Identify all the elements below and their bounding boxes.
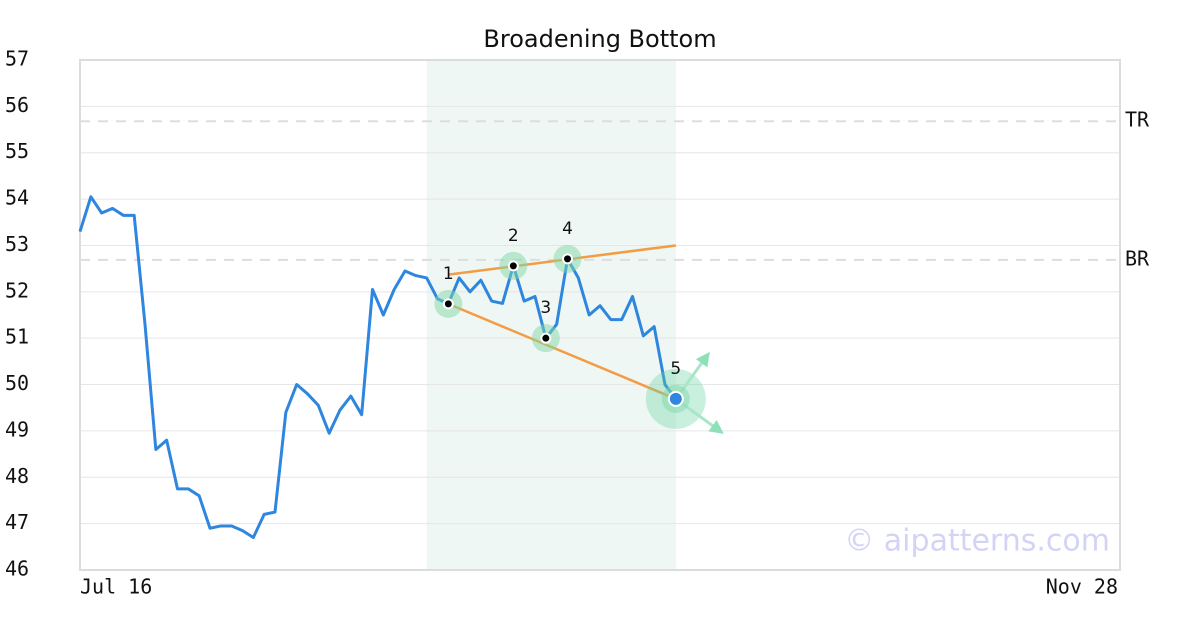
- y-tick-label: 53: [5, 232, 29, 256]
- y-tick-label: 55: [5, 139, 29, 163]
- point-label: 4: [562, 219, 573, 239]
- watermark: © aipatterns.com: [844, 524, 1110, 559]
- y-tick-label: 52: [5, 278, 29, 302]
- point-label: 3: [540, 298, 551, 318]
- y-tick-label: 46: [5, 557, 29, 581]
- y-tick-label: 50: [5, 371, 29, 395]
- y-tick-label: 51: [5, 325, 29, 349]
- arrow-head: [695, 351, 710, 368]
- y-tick-label: 54: [5, 186, 29, 210]
- level-label: TR: [1125, 108, 1150, 132]
- pattern-point: [540, 332, 552, 344]
- point-label: 5: [670, 359, 681, 379]
- arrow-head: [708, 420, 724, 434]
- pattern-point: [507, 260, 519, 272]
- level-label: BR: [1125, 246, 1150, 270]
- point-label: 1: [443, 264, 454, 284]
- x-tick-label: Nov 28: [1046, 575, 1118, 599]
- plot-frame: [79, 59, 1121, 571]
- pattern-point: [667, 390, 684, 407]
- pattern-region: [426, 60, 676, 570]
- chart-title: Broadening Bottom: [483, 25, 716, 53]
- price-line: [78, 195, 678, 540]
- trendline: [447, 302, 677, 401]
- x-tick-label: Jul 16: [80, 575, 152, 599]
- y-tick-label: 57: [5, 47, 29, 71]
- pattern-point: [442, 298, 454, 310]
- point-label: 2: [508, 226, 519, 246]
- y-tick-label: 47: [5, 510, 29, 534]
- y-tick-label: 56: [5, 93, 29, 117]
- y-tick-label: 49: [5, 417, 29, 441]
- pattern-point: [562, 253, 573, 265]
- y-tick-label: 48: [5, 464, 29, 488]
